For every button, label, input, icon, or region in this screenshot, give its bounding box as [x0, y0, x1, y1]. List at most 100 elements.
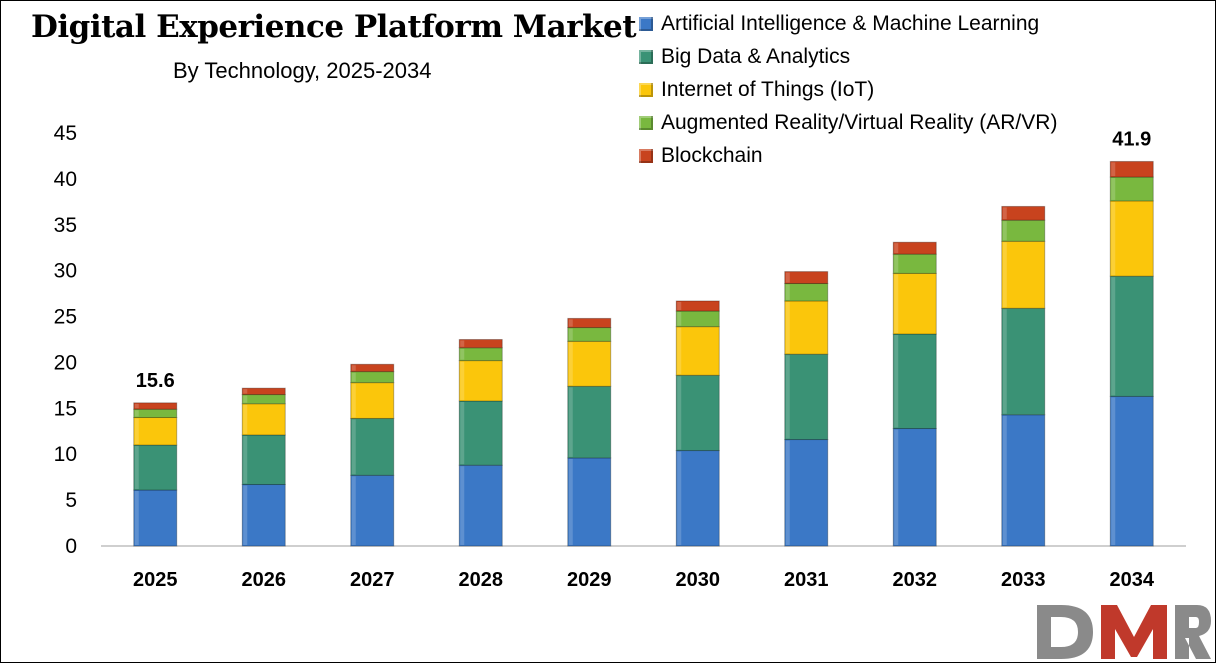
bar-segment: [458, 464, 503, 547]
bar-segment-highlight: [785, 272, 790, 283]
legend-label: Blockchain: [661, 143, 763, 167]
y-tick-label: 0: [65, 535, 77, 558]
bar-segment-highlight: [243, 395, 248, 403]
bar-segment: [241, 387, 286, 396]
bar-segment-highlight: [677, 327, 682, 375]
bar-segment: [1001, 240, 1046, 309]
x-tick-label: 2027: [350, 569, 395, 591]
bar-segment: [784, 439, 829, 547]
bar-segment-highlight: [894, 334, 899, 428]
x-tick-label: 2026: [242, 569, 287, 591]
bar-segment-highlight: [1111, 277, 1116, 396]
bar-segment-highlight: [894, 429, 899, 545]
bar-segment-highlight: [243, 389, 248, 394]
bar-segment-highlight: [460, 340, 465, 347]
bar-segment-highlight: [1111, 397, 1116, 545]
bar-segment-highlight: [134, 418, 139, 445]
bar-segment: [567, 327, 612, 342]
legend-item: Big Data & Analytics: [639, 40, 1057, 73]
legend-item: Augmented Reality/Virtual Reality (AR/VR…: [639, 106, 1057, 139]
x-tick-label: 2031: [784, 569, 829, 591]
bar-segment-highlight: [1002, 309, 1007, 414]
y-tick-label: 45: [54, 122, 77, 145]
bar-segment-highlight: [785, 301, 790, 354]
bar-segment-highlight: [568, 328, 573, 341]
y-tick-label: 30: [54, 260, 77, 283]
bar-segment: [892, 253, 937, 274]
bar-segment-highlight: [351, 419, 356, 475]
bar-segment: [350, 371, 395, 384]
bar-segment: [458, 347, 503, 362]
bar-segment: [567, 457, 612, 547]
bar-segment-highlight: [677, 376, 682, 450]
bar-segment-highlight: [677, 312, 682, 326]
bar-segment: [675, 374, 720, 452]
bar-segment-highlight: [568, 387, 573, 457]
bar-segment: [133, 489, 178, 547]
bar-segment-highlight: [351, 365, 356, 371]
bar-segment: [458, 360, 503, 402]
bar-segment: [241, 394, 286, 405]
bar-segment: [241, 434, 286, 486]
y-tick-label: 10: [54, 443, 77, 466]
legend-item: Blockchain: [639, 139, 1057, 172]
chart-subtitle: By Technology, 2025-2034: [173, 58, 432, 83]
bar-segment: [1001, 307, 1046, 416]
bar-segment: [458, 400, 503, 466]
bar-segment: [241, 403, 286, 436]
bar-segment-highlight: [1002, 221, 1007, 241]
bar-segment: [1001, 219, 1046, 242]
x-tick-label: 2030: [676, 569, 721, 591]
bar-segment-highlight: [894, 255, 899, 273]
bar-segment: [567, 317, 612, 329]
bar-segment-highlight: [785, 355, 790, 439]
bar-segment: [675, 310, 720, 328]
bar-segment-highlight: [894, 274, 899, 333]
bar-segment-highlight: [460, 401, 465, 465]
bar-segment-highlight: [785, 440, 790, 545]
bar-segment-highlight: [785, 284, 790, 300]
bar-segment-highlight: [568, 342, 573, 386]
bar-segment-highlight: [894, 243, 899, 254]
y-tick-label: 40: [54, 168, 77, 191]
bar-segment-highlight: [243, 485, 248, 545]
bar-segment-highlight: [677, 451, 682, 545]
bar-segment-highlight: [351, 476, 356, 545]
bar-segment-highlight: [1002, 415, 1007, 545]
legend-swatch: [639, 49, 653, 64]
bar-segment-highlight: [677, 301, 682, 311]
bar-segment: [675, 300, 720, 312]
bar-segment-highlight: [134, 491, 139, 545]
chart-title: Digital Experience Platform Market: [31, 9, 637, 45]
legend: Artificial Intelligence & Machine Learni…: [639, 7, 1057, 172]
bar-segment-highlight: [568, 319, 573, 327]
bar-segment: [784, 300, 829, 355]
legend-swatch: [639, 16, 653, 31]
bar-segment: [241, 484, 286, 547]
dmr-logo: [1037, 605, 1211, 659]
bar-segment: [1109, 176, 1154, 202]
bar-segment-highlight: [1002, 207, 1007, 220]
bar-segment-highlight: [1111, 201, 1116, 276]
x-tick-label: 2028: [459, 569, 504, 591]
bar-segment: [567, 385, 612, 459]
bar-segment-highlight: [243, 404, 248, 434]
x-tick-label: 2033: [1001, 569, 1046, 591]
bar-segment: [350, 417, 395, 476]
x-tick-label: 2025: [133, 569, 178, 591]
bar-segment-highlight: [460, 466, 465, 545]
bar-segment: [784, 271, 829, 285]
total-data-label: 41.9: [1112, 128, 1151, 150]
bar-segment: [133, 402, 178, 410]
bar-segment: [892, 428, 937, 547]
bar-segment: [133, 444, 178, 491]
y-tick-label: 25: [54, 306, 77, 329]
x-tick-label: 2029: [567, 569, 612, 591]
legend-item: Internet of Things (IoT): [639, 73, 1057, 106]
bar-segment: [1109, 395, 1154, 547]
legend-swatch: [639, 82, 653, 97]
x-tick-label: 2034: [1110, 569, 1155, 591]
bar-segment: [892, 241, 937, 255]
bar-segment-highlight: [1111, 162, 1116, 177]
